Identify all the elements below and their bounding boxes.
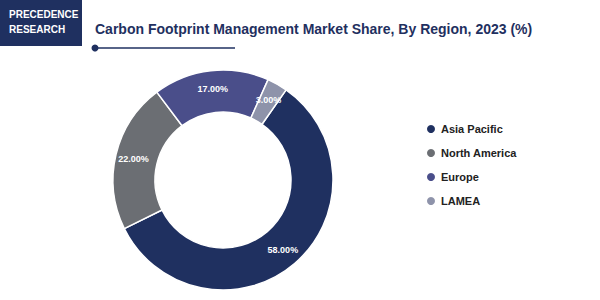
svg-text:17.00%: 17.00% [197,84,228,94]
svg-text:3.00%: 3.00% [256,95,282,105]
svg-text:LAMEA: LAMEA [441,195,480,207]
svg-text:Carbon Footprint Management Ma: Carbon Footprint Management Market Share… [95,21,532,37]
svg-text:58.00%: 58.00% [268,245,299,255]
svg-text:Asia Pacific: Asia Pacific [441,123,503,135]
svg-text:Europe: Europe [441,171,479,183]
svg-text:PRECEDENCE: PRECEDENCE [9,9,79,20]
svg-text:RESEARCH: RESEARCH [9,24,65,35]
svg-text:22.00%: 22.00% [118,154,149,164]
svg-text:North America: North America [441,147,517,159]
